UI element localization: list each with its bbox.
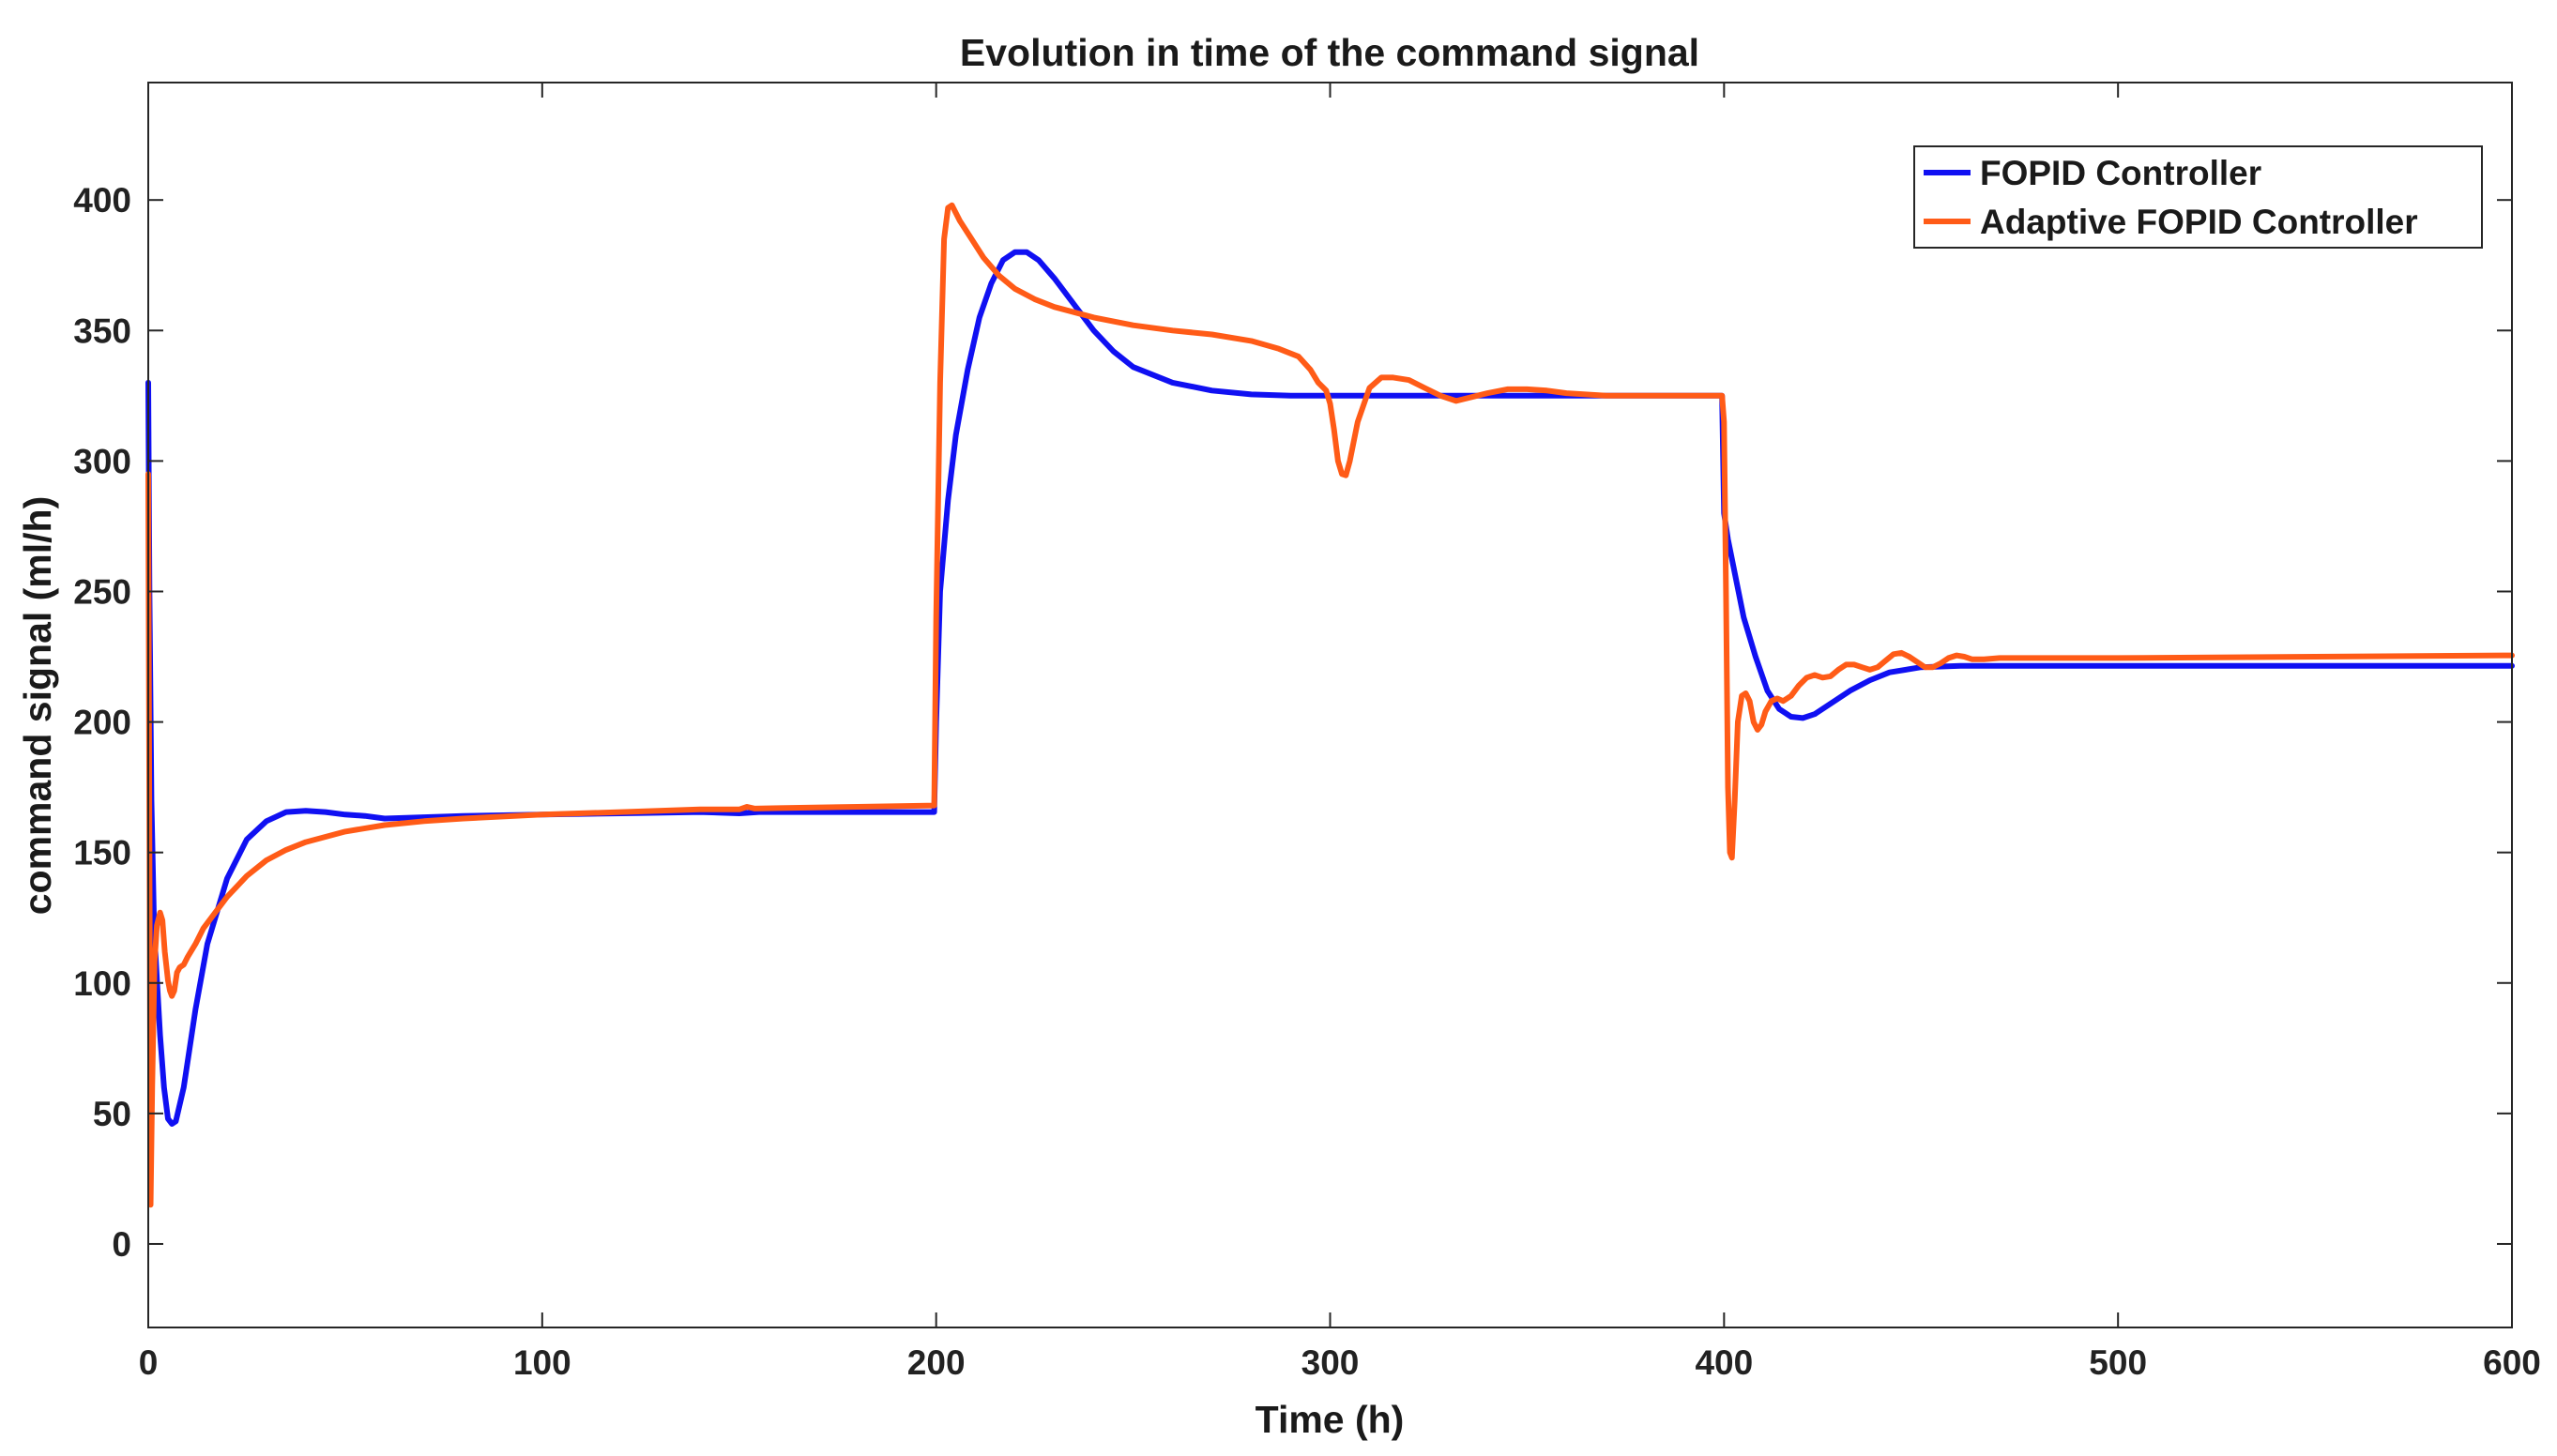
plot-area [148,83,2512,1327]
legend-label-adaptive-fopid: Adaptive FOPID Controller [1980,203,2418,241]
legend-box [1913,145,2483,249]
x-tick-label: 100 [513,1343,571,1382]
legend-label-fopid: FOPID Controller [1980,154,2261,192]
x-tick-label: 300 [1301,1343,1360,1382]
adaptive-fopid-series-line [145,202,2515,1208]
y-tick-label: 50 [93,1095,131,1133]
x-tick-label: 600 [2483,1343,2541,1382]
y-tick-label: 250 [73,572,131,611]
x-tick-label: 500 [2089,1343,2147,1382]
y-tick-label: 0 [112,1225,131,1264]
x-tick-label: 400 [1695,1343,1753,1382]
y-tick-label: 300 [73,442,131,480]
x-tick-label: 0 [139,1343,159,1382]
y-tick-label: 150 [73,834,131,872]
chart-title: Evolution in time of the command signal [960,31,1699,74]
y-axis-label: command signal (ml/h) [16,496,59,916]
y-tick-label: 350 [73,311,131,350]
ticks-layer: 0 100 200 300 400 500 600 0 50 100 150 200 250 300 350… [73,83,2541,1382]
x-tick-label: 200 [907,1343,966,1382]
y-tick-label: 400 [73,181,131,220]
y-tick-label: 200 [73,704,131,742]
x-axis-label: Time (h) [1256,1398,1405,1441]
series-layer [145,202,2515,1208]
y-tick-label: 100 [73,964,131,1003]
legend: FOPID Controller Adaptive FOPID Controll… [1913,145,2483,249]
